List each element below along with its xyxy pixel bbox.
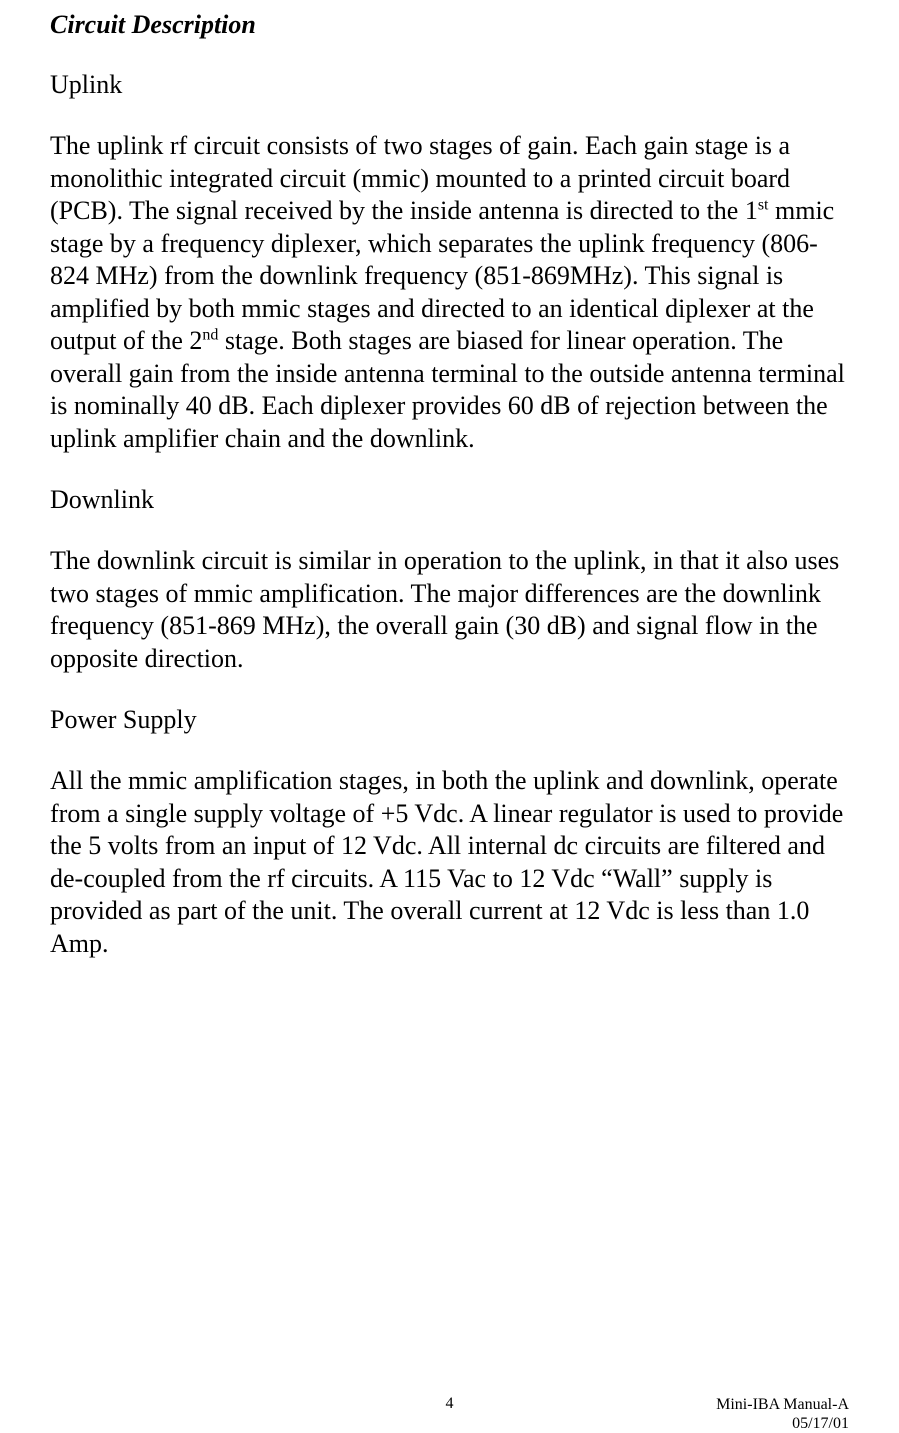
section-body-downlink: The downlink circuit is similar in opera… bbox=[50, 545, 849, 675]
page-number: 4 bbox=[446, 1395, 454, 1413]
section-title-uplink: Uplink bbox=[50, 70, 849, 100]
main-heading: Circuit Description bbox=[50, 10, 849, 40]
section-body-uplink: The uplink rf circuit consists of two st… bbox=[50, 130, 849, 455]
section-body-power-supply: All the mmic amplification stages, in bo… bbox=[50, 765, 849, 960]
footer-doc-date: 05/17/01 bbox=[792, 1415, 849, 1432]
footer-doc-name: Mini-IBA Manual-A bbox=[716, 1396, 849, 1413]
section-title-downlink: Downlink bbox=[50, 485, 849, 515]
footer-doc-info: Mini-IBA Manual-A 05/17/01 bbox=[716, 1395, 849, 1433]
section-title-power-supply: Power Supply bbox=[50, 705, 849, 735]
